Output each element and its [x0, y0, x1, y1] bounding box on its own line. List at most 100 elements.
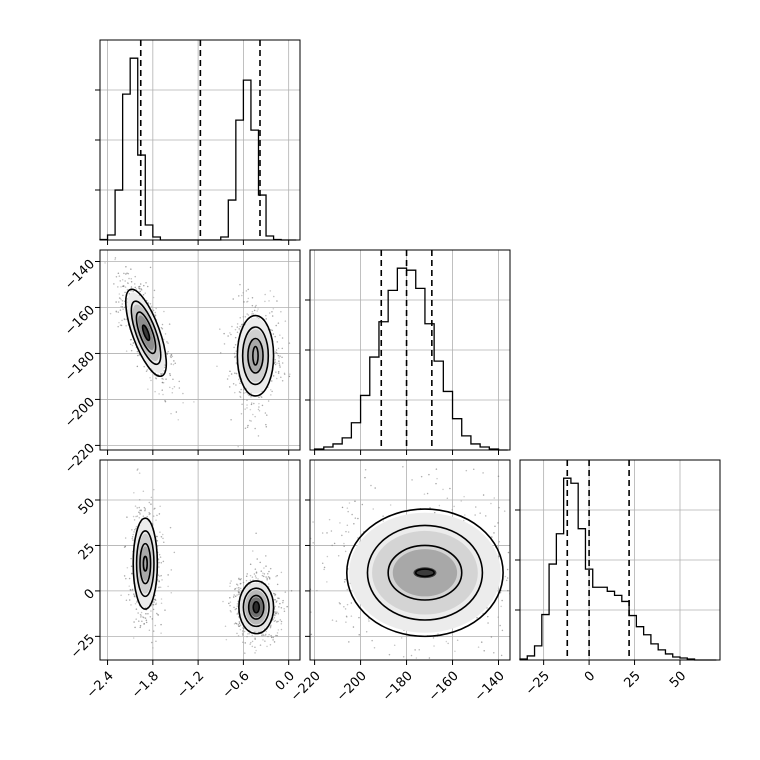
sample-point — [130, 268, 132, 270]
sample-point — [139, 513, 141, 515]
sample-point — [152, 309, 155, 312]
sample-point — [125, 577, 127, 580]
sample-point — [274, 359, 276, 361]
sample-point — [169, 374, 172, 377]
sample-point — [326, 555, 329, 558]
sample-point — [237, 634, 240, 637]
sample-point — [258, 409, 261, 412]
scatter-p3-ytick-label: 25 — [76, 541, 98, 563]
sample-point — [265, 314, 267, 317]
sample-point — [272, 308, 275, 310]
sample-point — [170, 354, 172, 356]
sample-point — [249, 563, 252, 566]
sample-point — [234, 372, 236, 374]
sample-point — [226, 378, 229, 380]
sample-point — [230, 580, 232, 582]
sample-point — [174, 362, 176, 365]
sample-point — [276, 621, 278, 623]
sample-point — [241, 632, 244, 635]
sample-point — [286, 605, 288, 608]
sample-point — [133, 491, 135, 494]
sample-point — [131, 536, 134, 538]
sample-point — [462, 519, 465, 522]
sample-point — [121, 278, 124, 281]
sample-point — [247, 300, 249, 303]
sample-point — [341, 534, 343, 537]
sample-point — [238, 391, 241, 393]
sample-point — [264, 300, 266, 303]
sample-point — [280, 310, 282, 313]
sample-point — [460, 500, 463, 502]
sample-point — [138, 517, 141, 519]
sample-point — [143, 622, 145, 625]
sample-point — [276, 352, 278, 355]
sample-point — [229, 582, 231, 584]
sample-point — [277, 370, 280, 373]
sample-point — [268, 583, 270, 585]
sample-point — [236, 583, 238, 585]
sample-point — [236, 331, 239, 333]
sample-point — [148, 501, 151, 504]
sample-point — [131, 537, 133, 540]
sample-point — [118, 275, 121, 277]
sample-point — [501, 599, 503, 602]
sample-point — [490, 636, 493, 638]
sample-point — [143, 284, 145, 287]
scatter-frame-p2-p3 — [309, 459, 511, 661]
sample-point — [555, 633, 557, 635]
sample-point — [277, 347, 280, 350]
sample-point — [238, 625, 241, 627]
sample-point — [280, 620, 283, 623]
sample-point — [244, 427, 247, 429]
sample-point — [229, 601, 232, 603]
sample-point — [260, 570, 263, 572]
sample-point — [269, 644, 272, 646]
sample-point — [323, 566, 326, 569]
sample-point — [239, 391, 242, 394]
sample-point — [281, 356, 283, 359]
sample-point — [277, 597, 279, 599]
sample-point — [173, 360, 175, 362]
sample-point — [243, 389, 245, 391]
contour-level-2 — [387, 544, 463, 601]
sample-point — [361, 503, 364, 506]
sample-point — [497, 475, 500, 478]
hist-p3-xtick-label: 0 — [582, 669, 598, 685]
sample-point — [523, 534, 525, 536]
sample-point — [193, 401, 195, 403]
sample-point — [331, 544, 333, 547]
sample-point — [456, 639, 459, 641]
scatter-p2-ytick-label: −220 — [62, 441, 98, 477]
sample-point — [139, 283, 142, 285]
sample-point — [429, 388, 431, 390]
sample-point — [120, 298, 122, 301]
sample-point — [499, 624, 501, 627]
sample-point — [274, 599, 276, 601]
sample-point — [487, 622, 489, 624]
sample-point — [244, 316, 247, 318]
sample-point — [346, 603, 349, 606]
contour-level-1 — [130, 300, 162, 366]
sample-point — [426, 492, 429, 495]
sample-point — [235, 607, 238, 610]
sample-point — [237, 590, 240, 592]
sample-point — [242, 581, 245, 584]
sample-point — [253, 309, 256, 312]
sample-point — [132, 637, 135, 639]
sample-point — [155, 640, 157, 643]
sample-point — [365, 630, 368, 633]
sample-point — [242, 398, 245, 401]
sample-point — [152, 608, 155, 611]
sample-point — [139, 624, 142, 627]
sample-point — [350, 615, 353, 617]
sample-point — [250, 403, 253, 406]
sample-point — [523, 532, 525, 534]
sample-point — [429, 725, 431, 727]
sample-point — [129, 343, 132, 345]
sample-point — [238, 621, 241, 623]
sample-point — [125, 318, 128, 321]
sample-point — [119, 309, 122, 311]
sample-point — [121, 303, 123, 305]
sample-point — [149, 513, 151, 515]
sample-point — [414, 649, 416, 651]
